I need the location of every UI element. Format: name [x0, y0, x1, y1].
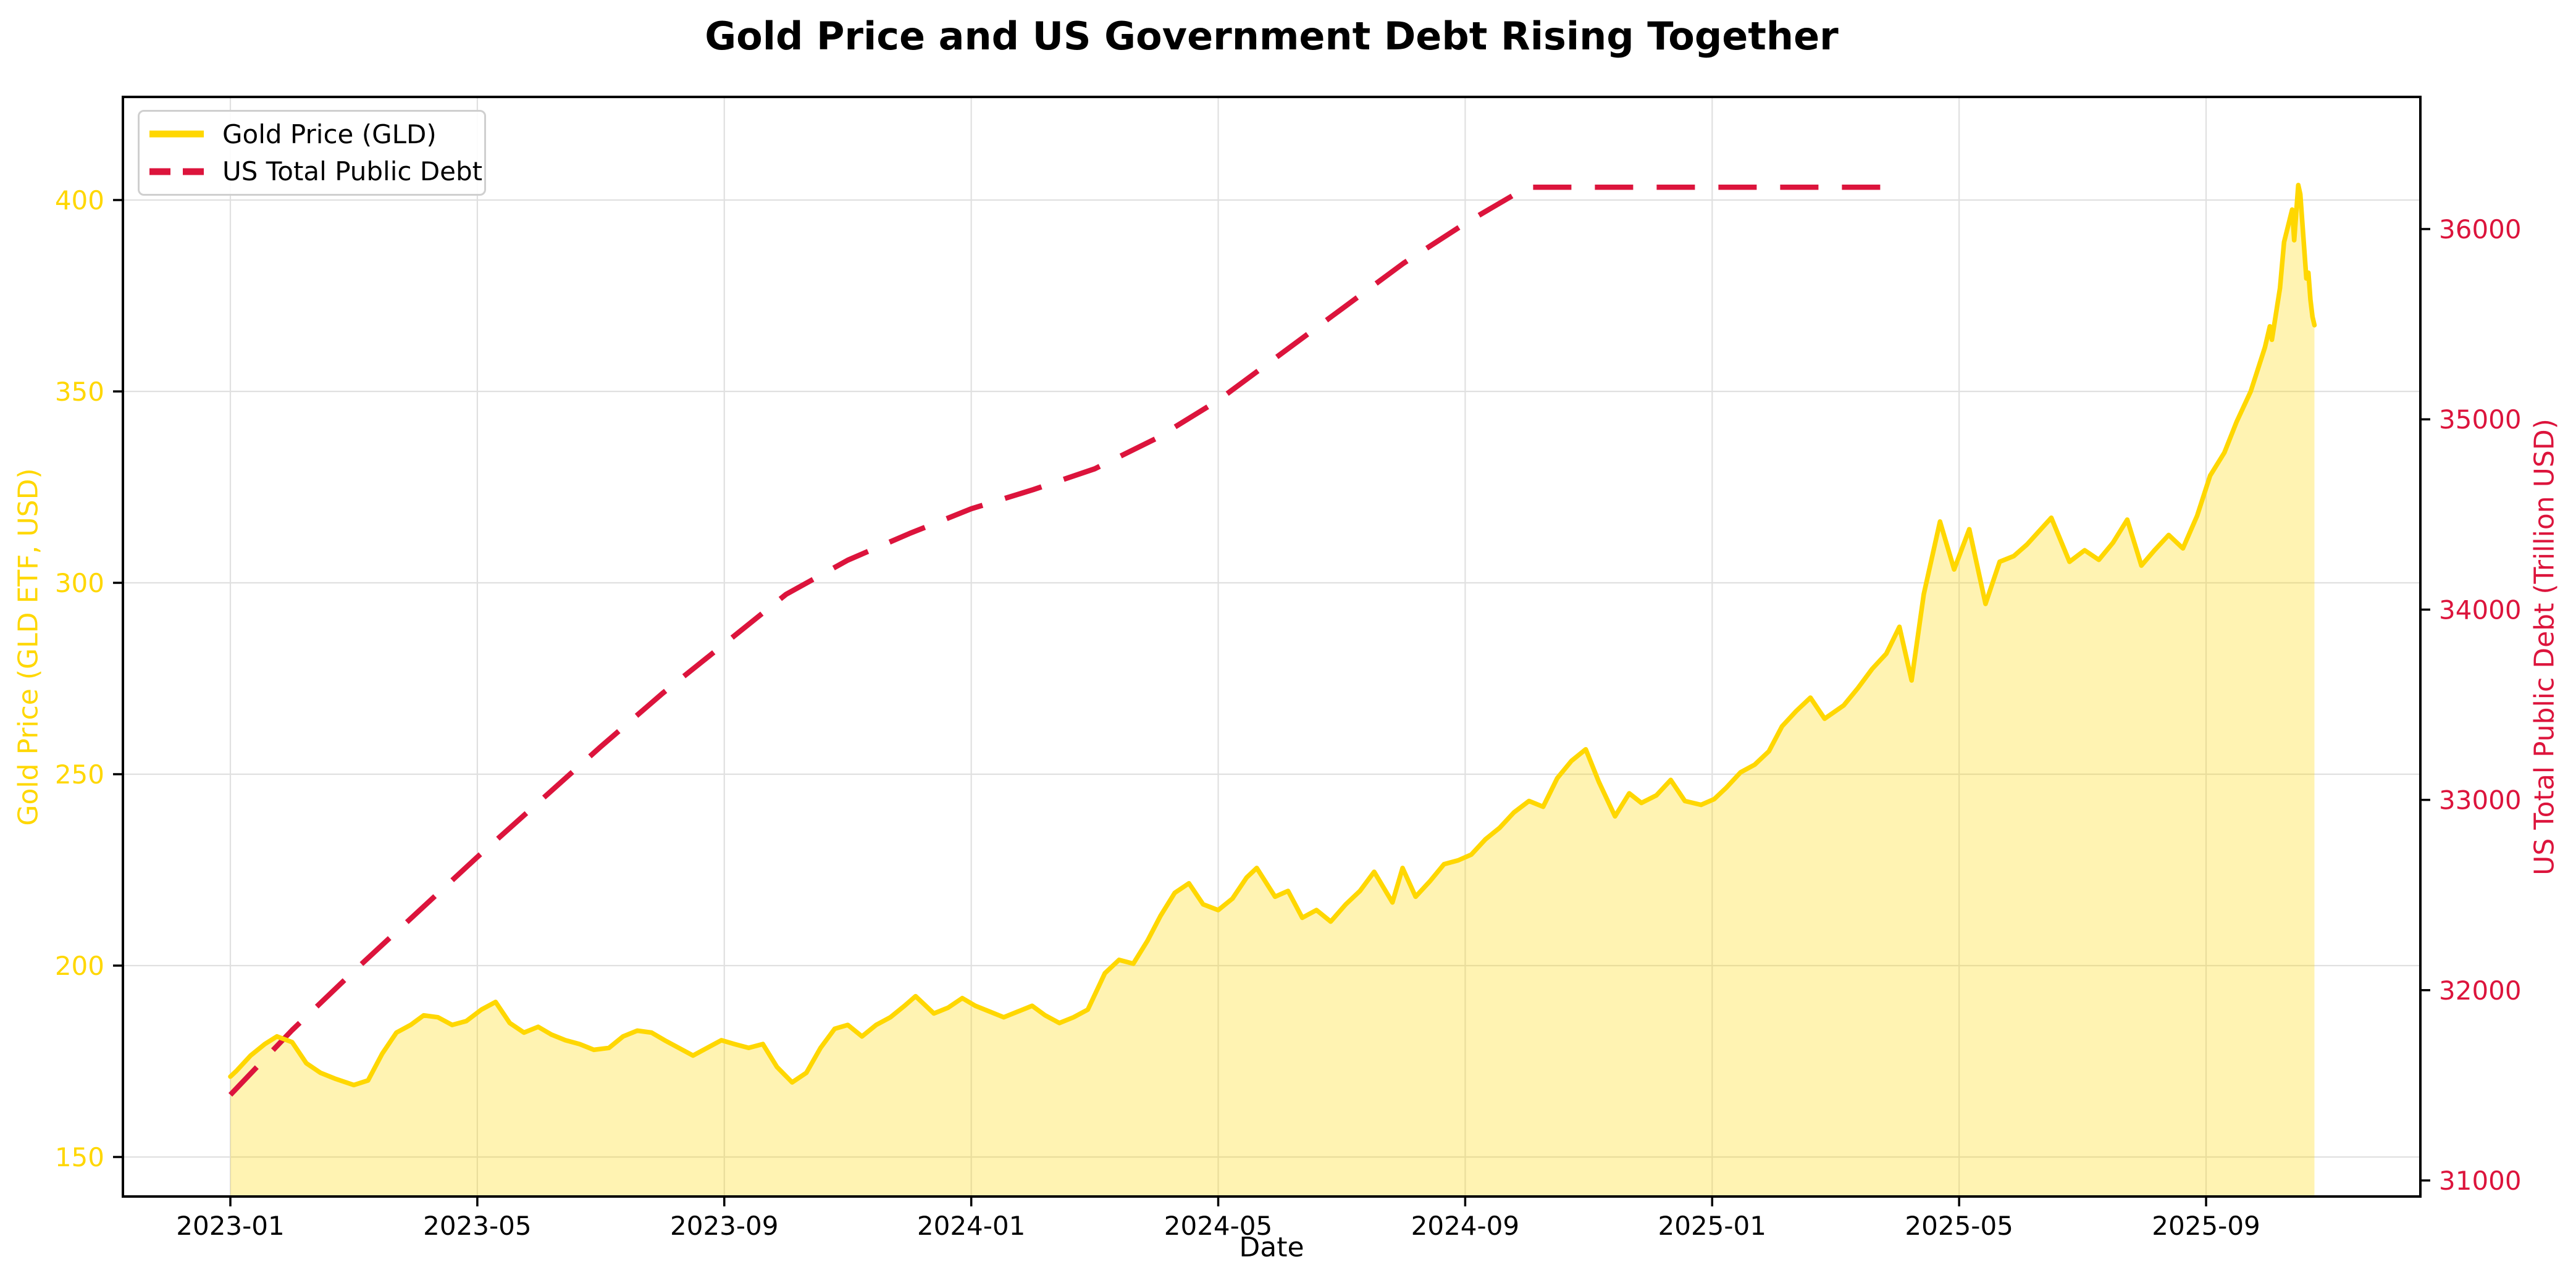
x-tick-label: 2025-05 — [1905, 1211, 2013, 1241]
debt-line-swatch — [149, 168, 205, 175]
x-tick-label: 2023-09 — [670, 1211, 779, 1241]
x-tick-label: 2025-01 — [1658, 1211, 1767, 1241]
x-tick-label: 2024-05 — [1164, 1211, 1273, 1241]
right-y-tick-label: 32000 — [2439, 975, 2522, 1006]
gridlines — [123, 97, 2420, 1197]
left-y-tick-label: 200 — [55, 951, 104, 981]
right-y-axis-title: US Total Public Debt (Trillion USD) — [2528, 419, 2561, 875]
legend-label-debt: US Total Public Debt — [222, 156, 483, 187]
debt-line — [228, 184, 1898, 1097]
x-tick-label: 2025-09 — [2152, 1211, 2260, 1241]
axis-ticks — [113, 199, 2430, 1206]
left-y-tick-label: 300 — [55, 568, 104, 598]
gold-area-fill — [230, 185, 2315, 1197]
plot-border — [122, 96, 2422, 1198]
legend-item-debt: US Total Public Debt — [148, 154, 482, 189]
x-tick-label: 2023-05 — [423, 1211, 532, 1241]
left-y-tick-label: 250 — [55, 759, 104, 790]
x-tick-label: 2024-09 — [1411, 1211, 1520, 1241]
right-y-tick-label: 35000 — [2439, 404, 2522, 435]
left-y-tick-label: 350 — [55, 377, 104, 407]
legend-item-gold: Gold Price (GLD) — [148, 117, 476, 151]
legend-label-gold: Gold Price (GLD) — [222, 119, 437, 149]
left-y-tick-label: 400 — [55, 185, 104, 215]
right-y-tick-label: 34000 — [2439, 595, 2522, 625]
tick-labels: 2023-01 2023-05 2023-09 2024-01 2024-05 2024-… — [55, 185, 2522, 1241]
left-y-tick-label: 150 — [55, 1142, 104, 1172]
x-tick-label: 2023-01 — [176, 1211, 285, 1241]
gold-line-swatch — [149, 130, 204, 138]
x-axis-title: Date — [1239, 1232, 1304, 1263]
right-y-tick-label: 36000 — [2439, 214, 2522, 244]
legend: Gold Price (GLD) US Total Public Debt — [138, 110, 486, 196]
chart-title: Gold Price and US Government Debt Rising… — [705, 14, 1839, 59]
left-y-axis-title: Gold Price (GLD ETF, USD) — [12, 468, 44, 826]
right-y-tick-label: 31000 — [2439, 1166, 2522, 1196]
gold-line — [228, 183, 2317, 1088]
x-tick-label: 2024-01 — [917, 1211, 1026, 1241]
right-y-tick-label: 33000 — [2439, 785, 2522, 816]
